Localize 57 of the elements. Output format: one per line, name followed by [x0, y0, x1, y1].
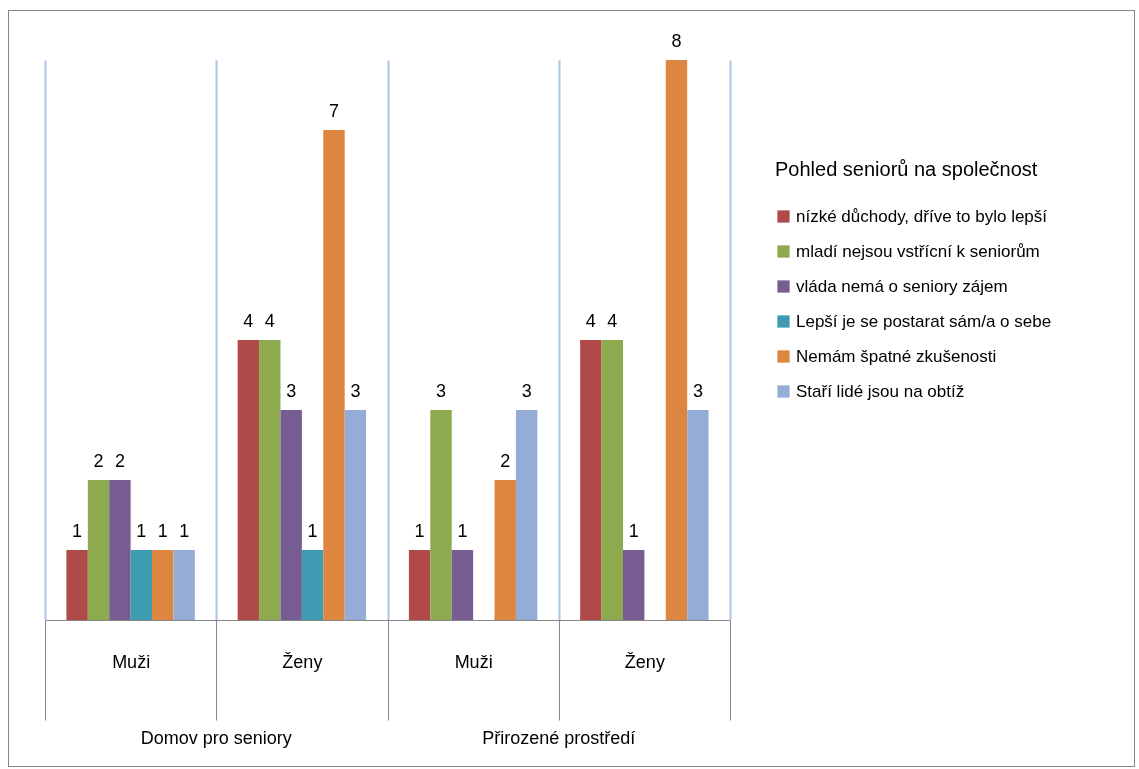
- bar: [280, 410, 302, 620]
- x-tick-label: Muži: [454, 651, 493, 672]
- x-tick-label: Muži: [112, 651, 151, 672]
- data-label: 4: [264, 311, 275, 331]
- bar: [494, 480, 516, 620]
- bar: [515, 410, 538, 620]
- bar: [66, 550, 88, 620]
- legend-label: mladí nejsou vstřícní k seniorům: [796, 241, 1040, 261]
- data-label: 7: [328, 101, 339, 121]
- data-label: 1: [457, 521, 468, 541]
- bar: [87, 480, 110, 620]
- bar: [109, 480, 131, 620]
- data-label: 1: [414, 521, 425, 541]
- data-label: 1: [136, 521, 147, 541]
- data-label: 3: [692, 381, 703, 401]
- bar: [622, 550, 645, 620]
- data-label: 1: [307, 521, 318, 541]
- text: Přirozené prostředí: [481, 728, 637, 749]
- data-label: 1: [72, 521, 83, 541]
- data-label: 2: [93, 451, 104, 471]
- x-tick-label: Ženy: [624, 651, 665, 672]
- bar: [601, 340, 623, 620]
- bar: [173, 550, 195, 620]
- legend-label: nízké důchody, dříve to bylo lepší: [796, 206, 1048, 226]
- data-label: 4: [243, 311, 254, 331]
- bar: [301, 550, 324, 620]
- legend-label: Staří lidé jsou na obtíž: [796, 381, 965, 401]
- bar: [451, 550, 474, 620]
- data-label: 2: [114, 451, 125, 471]
- bar: [130, 550, 153, 620]
- bar: [152, 550, 174, 620]
- data-label: 2: [500, 451, 511, 471]
- data-label: 1: [179, 521, 190, 541]
- bar: [580, 340, 602, 620]
- data-label: 8: [671, 31, 682, 51]
- data-label: 3: [436, 381, 447, 401]
- legend-label: Nemám špatné zkušenosti: [796, 346, 997, 366]
- data-label: 4: [607, 311, 618, 331]
- bar: [344, 410, 367, 620]
- data-label: 1: [628, 521, 639, 541]
- text: Domov pro seniory: [139, 728, 293, 749]
- data-label: 3: [350, 381, 361, 401]
- bar: [687, 410, 709, 620]
- data-label: 3: [286, 381, 297, 401]
- bar: [665, 60, 688, 620]
- bar: [323, 130, 345, 620]
- legend-label: vláda nemá o seniory zájem: [796, 276, 1008, 296]
- x-tick-label: Ženy: [282, 651, 323, 672]
- data-label: 4: [585, 311, 596, 331]
- legend-label: Lepší je se postarat sám/a o sebe: [796, 311, 1052, 331]
- data-label: 1: [157, 521, 168, 541]
- legend-title: Pohled seniorů na společnost: [775, 158, 1038, 180]
- bar: [237, 340, 260, 620]
- bar: [259, 340, 281, 620]
- data-label: 3: [521, 381, 532, 401]
- bar: [430, 410, 452, 620]
- bar: [408, 550, 431, 620]
